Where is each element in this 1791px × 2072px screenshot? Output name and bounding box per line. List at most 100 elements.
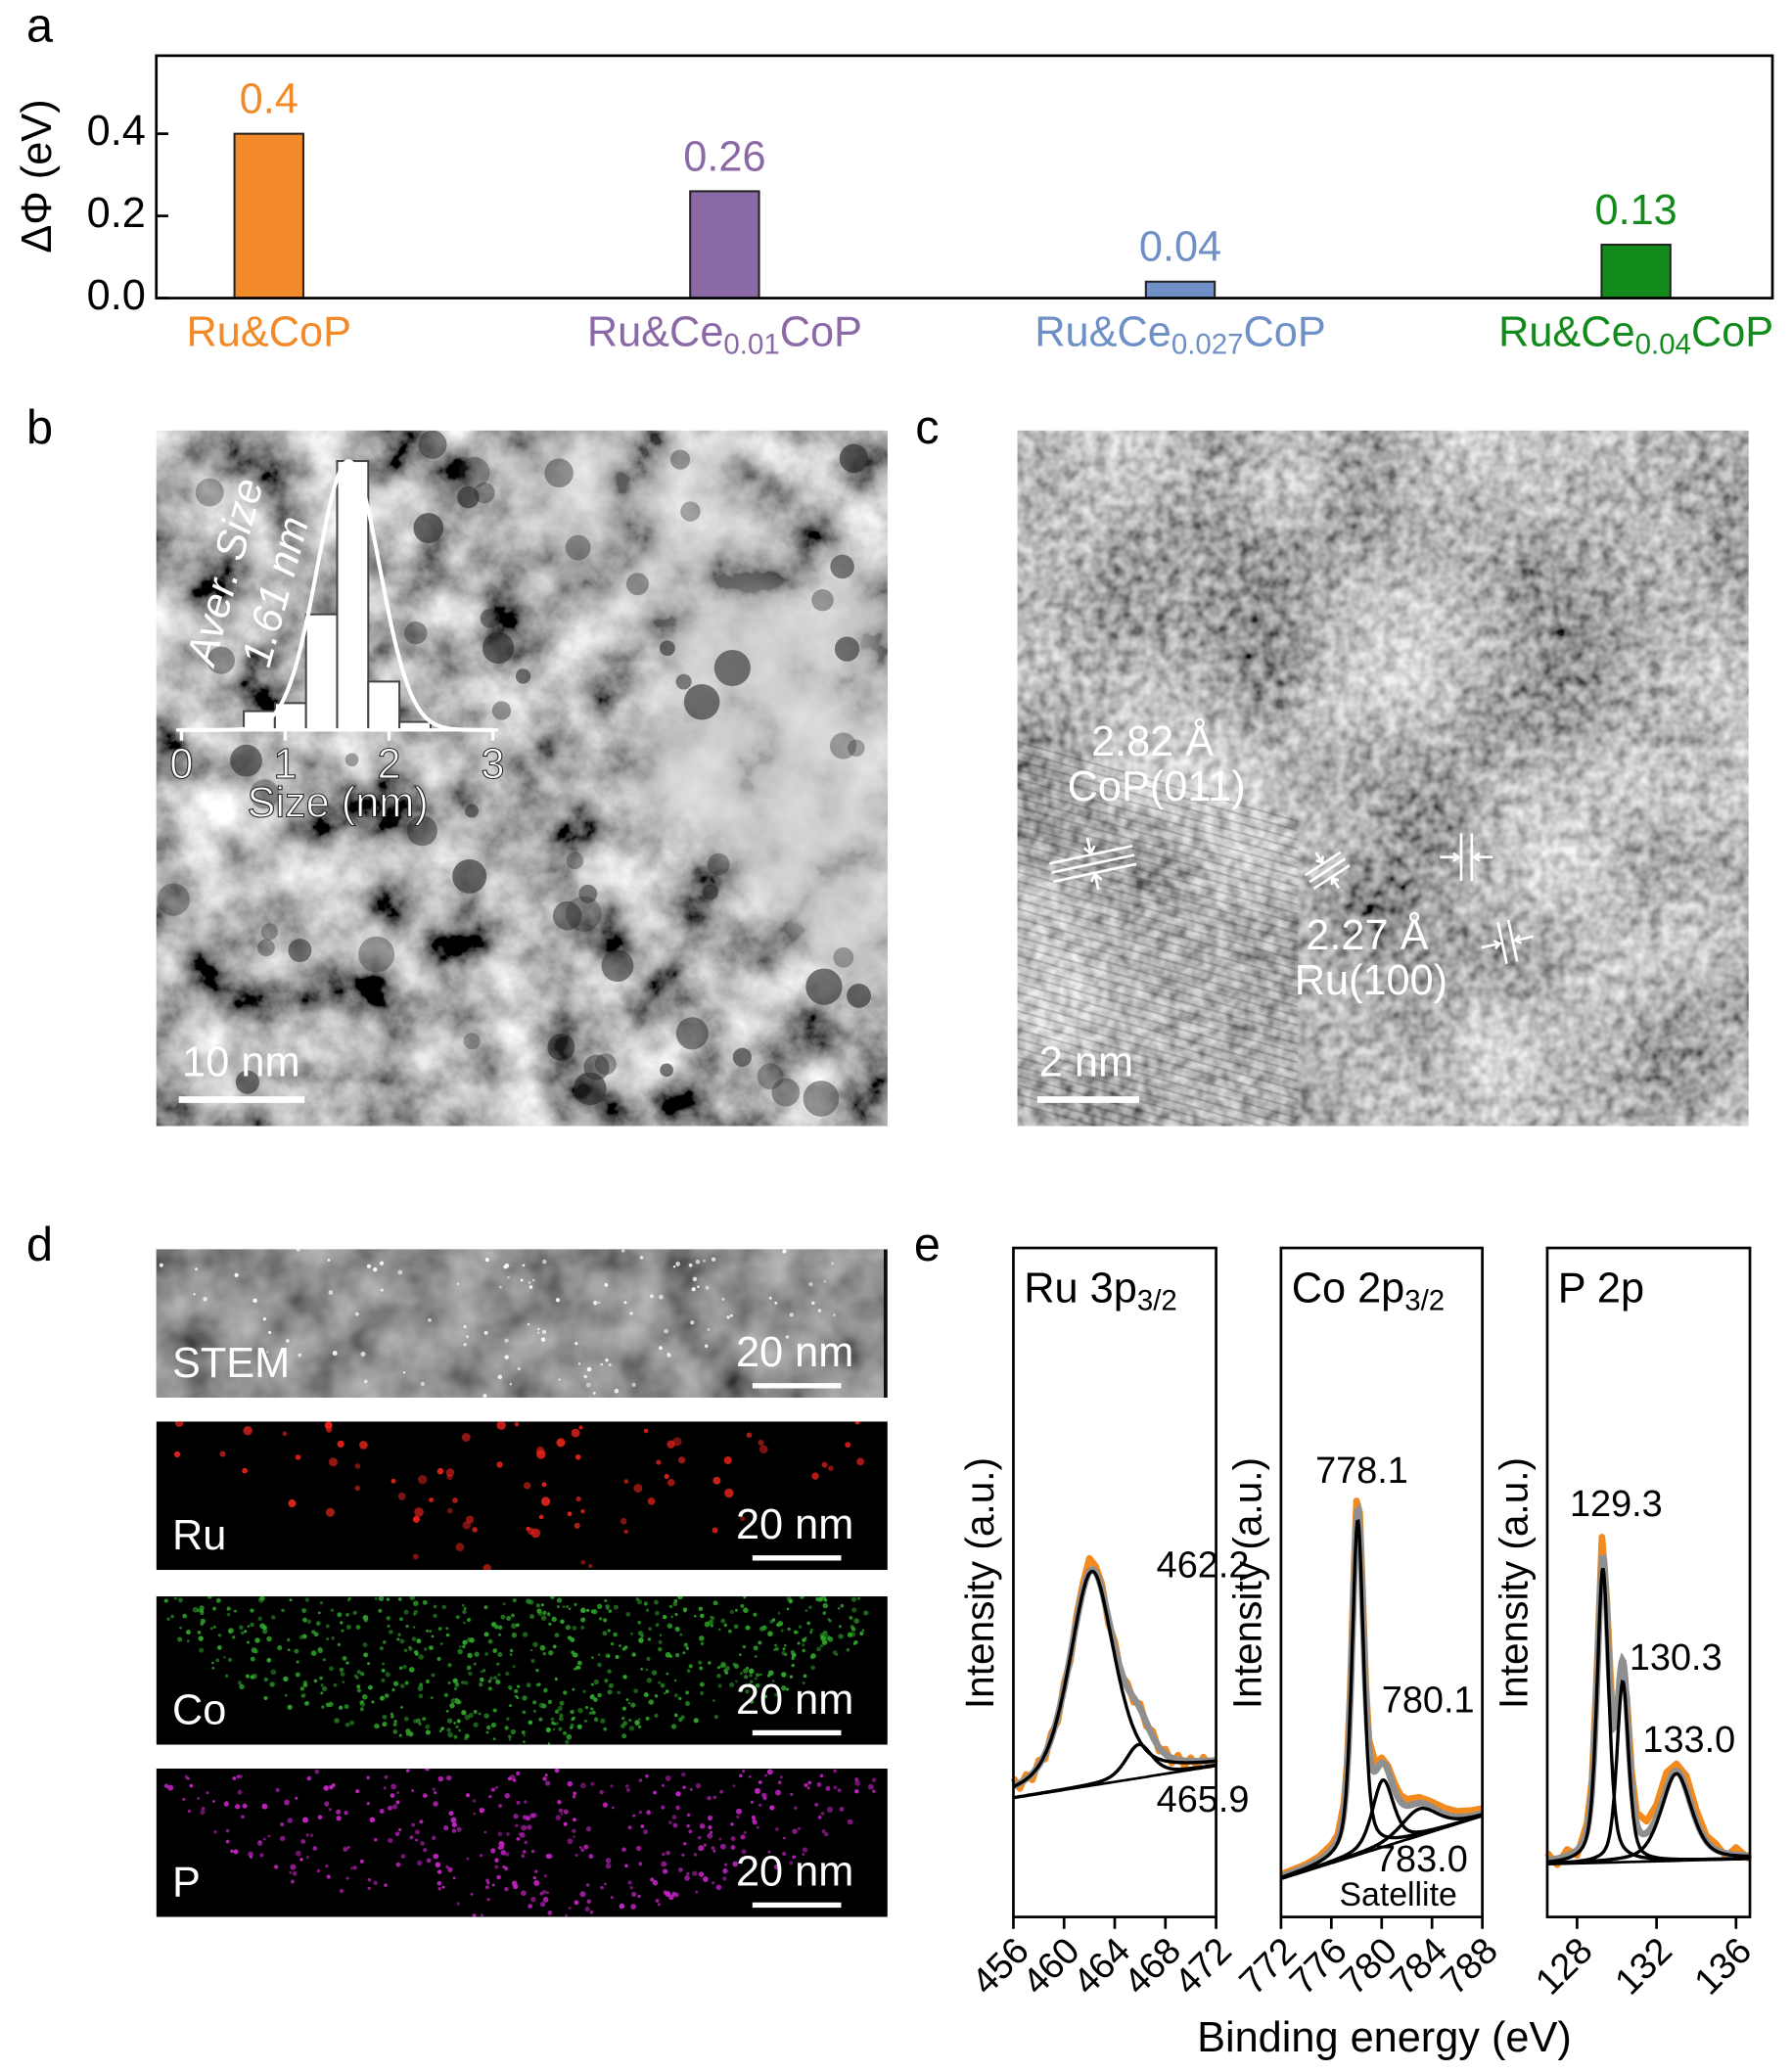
element-dot [664, 1328, 668, 1334]
element-dot [564, 1913, 568, 1917]
element-dot [438, 1729, 442, 1733]
element-dot [559, 1713, 564, 1718]
fringe [1017, 768, 1299, 851]
element-dot [380, 1288, 384, 1292]
element-dot [432, 1787, 436, 1791]
element-dot [483, 1713, 489, 1719]
element-dot [777, 1780, 782, 1785]
element-dot [700, 1690, 705, 1696]
particle [839, 443, 869, 474]
element-dot [783, 1643, 787, 1647]
element-dot [437, 1887, 441, 1891]
element-dot [698, 1660, 703, 1665]
element-dot [723, 1455, 732, 1465]
element-dot [257, 1616, 262, 1622]
element-dot [630, 1702, 636, 1708]
element-dot [259, 1596, 265, 1601]
element-dot [528, 1904, 533, 1910]
fringe [1017, 1093, 1134, 1127]
x-tick-label: 1 [273, 741, 297, 788]
element-dot [773, 1865, 779, 1870]
element-dot [480, 1913, 483, 1917]
element-dot [792, 1828, 798, 1834]
element-dot [578, 1425, 583, 1430]
element-dot [369, 1817, 376, 1822]
element-dot [400, 1854, 406, 1859]
element-dot [662, 1852, 666, 1857]
element-dot [794, 1630, 799, 1635]
fringe [1017, 1102, 1101, 1127]
element-dot [837, 1607, 841, 1610]
element-dot [562, 1605, 566, 1609]
element-dot [774, 1643, 778, 1647]
element-dot [446, 1473, 453, 1481]
marker-arrow [1440, 852, 1493, 862]
element-dot [580, 1625, 585, 1630]
element-dot [516, 1696, 520, 1700]
element-dot [839, 1807, 845, 1812]
element-dot [409, 1835, 414, 1840]
element-dot [732, 1784, 736, 1788]
element-dot [403, 1371, 406, 1374]
element-dot [717, 1683, 722, 1688]
element-dot [692, 1870, 698, 1876]
element-dot [682, 1651, 686, 1655]
element-dot [635, 1597, 640, 1601]
element-dot [736, 1815, 740, 1819]
element-dot [542, 1610, 547, 1616]
element-dot [177, 1636, 183, 1642]
element-dot [412, 1515, 420, 1523]
element-dot [436, 1880, 442, 1886]
element-dot [686, 1669, 691, 1673]
fringe [1017, 1065, 1232, 1127]
element-dot [355, 1789, 360, 1794]
fringe [1017, 982, 1299, 1064]
label-part: CoP [1244, 309, 1326, 356]
particle [458, 457, 490, 488]
element-dot [602, 1631, 608, 1636]
element-dot [484, 1885, 489, 1890]
element-dot [707, 1815, 713, 1821]
element-dot [712, 1881, 715, 1885]
element-dot [290, 1864, 297, 1870]
element-dot [648, 1699, 655, 1705]
element-dot [857, 1596, 860, 1600]
element-dot [455, 1542, 465, 1552]
element-dot [537, 1327, 540, 1331]
element-dot [528, 1285, 533, 1289]
element-dot [700, 1641, 705, 1646]
element-dot [219, 1450, 226, 1457]
element-dot [388, 1837, 393, 1844]
panel-label: e [914, 1219, 941, 1271]
element-dot [215, 1597, 221, 1603]
element-dot [424, 1794, 428, 1798]
element-dot [712, 1849, 716, 1853]
element-dot [574, 1522, 580, 1529]
element-dot [453, 1686, 458, 1691]
element-dot [310, 1650, 317, 1656]
element-dot [749, 1699, 755, 1704]
element-dot [483, 1830, 487, 1834]
element-dot [766, 1674, 771, 1678]
histogram-bar [367, 680, 401, 731]
element-dot [261, 1625, 267, 1631]
element-dot [250, 1622, 254, 1628]
element-dot [312, 1846, 318, 1851]
element-dot [306, 1619, 312, 1625]
fringe [1017, 806, 1299, 888]
axes-frame [155, 54, 1774, 299]
element-dot [607, 1654, 611, 1658]
element-dot [638, 1778, 643, 1782]
fringe [1017, 750, 1299, 832]
element-dot [577, 1707, 583, 1714]
element-dot [672, 1822, 678, 1828]
element-dot [584, 1907, 590, 1912]
element-dot [295, 1672, 300, 1678]
element-dot [728, 1681, 735, 1687]
element-dot [385, 1672, 390, 1678]
element-dot [508, 1737, 512, 1741]
element-dot [244, 1630, 248, 1634]
element-dot [429, 1497, 435, 1502]
element-dot [340, 1672, 345, 1677]
particle [578, 884, 598, 903]
